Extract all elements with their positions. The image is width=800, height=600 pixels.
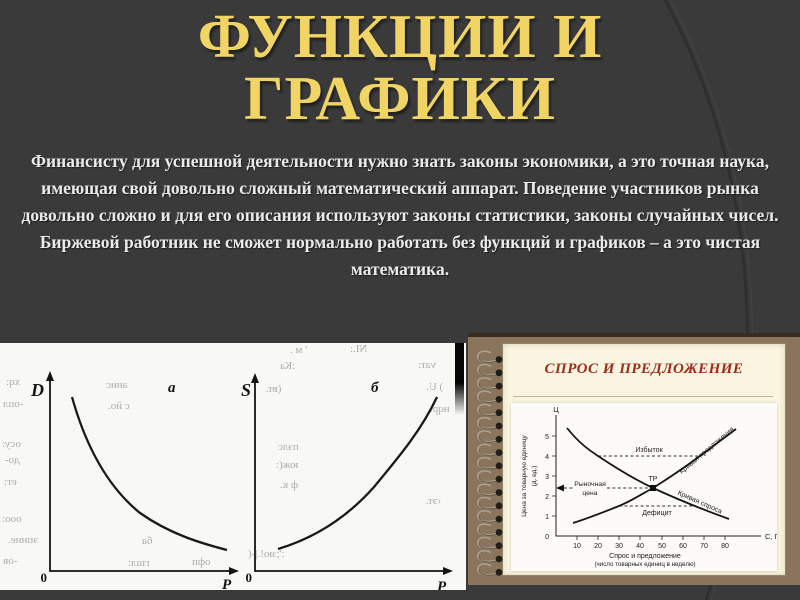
bleedthrough-text: vат: bbox=[418, 359, 436, 371]
bleedthrough-text: анис bbox=[106, 379, 128, 391]
bleedthrough-text: ооо: bbox=[2, 513, 22, 525]
bleedthrough-text: нqр. bbox=[430, 403, 450, 415]
y-tick-label: 0 bbox=[545, 534, 549, 541]
panel-a-label: а bbox=[168, 380, 176, 396]
demand-graph: D а 0 P bbox=[30, 371, 239, 590]
origin-label-a: 0 bbox=[41, 570, 48, 585]
demand-axis-label: D bbox=[30, 380, 44, 400]
y-tick-label: 3 bbox=[545, 474, 549, 481]
bleedthrough-text: ба bbox=[142, 535, 153, 547]
bleedthrough-text: осу: bbox=[2, 438, 21, 450]
bleedthrough-text: ‹эт. bbox=[426, 495, 442, 507]
bleedthrough-text: офп bbox=[192, 556, 211, 568]
supply-curve bbox=[277, 396, 439, 551]
x-tick-label: 40 bbox=[636, 543, 644, 550]
bleedthrough-text: с йо. bbox=[108, 400, 130, 412]
bleedthrough-text: ф к. bbox=[280, 479, 298, 491]
bleedthrough-text: ет: bbox=[4, 476, 17, 488]
bleedthrough-text: ' м . bbox=[290, 344, 308, 356]
up-arrow-icon bbox=[251, 373, 259, 383]
price-axis-label-b: P bbox=[437, 579, 447, 590]
x-tick-marks bbox=[576, 536, 726, 540]
bleedthrough-text: хq: bbox=[6, 376, 21, 388]
bleedthrough-text: юж(: bbox=[276, 459, 299, 471]
y-axis-label: Цена за товарную единицу bbox=[521, 434, 528, 516]
bleedthrough-text: гшл: bbox=[128, 557, 150, 569]
x-tick-label: 10 bbox=[573, 543, 581, 550]
bleedthrough-text: до- bbox=[5, 454, 20, 466]
bleedthrough-text: ) U. bbox=[426, 381, 444, 393]
y-axis-label-units: (д. ед.) bbox=[531, 466, 538, 487]
demand-curve-label: Кривая спроса bbox=[676, 490, 722, 516]
y-axis-symbol: Ц bbox=[553, 405, 559, 414]
y-tick-label: 5 bbox=[545, 434, 549, 441]
scan-graphs: D а 0 P S б 0 P bbox=[30, 371, 453, 590]
origin-label-b: 0 bbox=[246, 570, 253, 585]
right-arrow-icon bbox=[443, 567, 453, 575]
slide-body-paragraph: Финансисту для успешной деятельности нуж… bbox=[21, 151, 779, 279]
x-tick-label: 50 bbox=[658, 543, 666, 550]
bleedthrough-text: :Ка bbox=[280, 360, 296, 372]
slide-title: ФУНКЦИИ И ГРАФИКИ bbox=[197, 3, 603, 133]
x-tick-label: 30 bbox=[615, 543, 623, 550]
surplus-label: Избыток bbox=[635, 446, 663, 454]
right-arrow-icon bbox=[229, 567, 239, 575]
deficit-label: Дефицит bbox=[642, 510, 672, 517]
y-tick-label: 2 bbox=[545, 494, 549, 501]
scan-gutter-shadow bbox=[455, 343, 464, 415]
price-axis-label-a: P bbox=[222, 577, 232, 590]
y-tick-marks bbox=[552, 435, 556, 517]
x-tick-label: 70 bbox=[700, 543, 708, 550]
supply-axis-label: S bbox=[241, 380, 251, 400]
textbook-scan-image: D а 0 P S б 0 P хq: -опл осу: до- ет: оо… bbox=[0, 343, 466, 590]
bleedthrough-text: -ов bbox=[3, 555, 18, 567]
up-arrow-icon bbox=[46, 371, 54, 381]
bleedthrough-text: NI.: bbox=[350, 343, 368, 355]
supply-graph-axes bbox=[254, 381, 446, 572]
panel-b-label: б bbox=[371, 380, 379, 396]
notebook-divider bbox=[513, 396, 773, 397]
supply-demand-plot: Ц С, П 0 1 2 3 4 5 10 20 30 40 50 60 70 … bbox=[521, 405, 780, 568]
supply-curve-label: Кривая предложения bbox=[678, 426, 735, 476]
y-tick-label: 4 bbox=[545, 454, 549, 461]
demand-curve bbox=[70, 396, 228, 552]
market-price-label-line1: Рыночная bbox=[574, 481, 606, 488]
spiral-binding-icon bbox=[476, 350, 504, 577]
chart-axes bbox=[555, 415, 761, 537]
bleedthrough-text: :';зю!.|-( bbox=[248, 548, 285, 560]
left-arrow-icon bbox=[556, 484, 564, 492]
bleedthrough-text: пэлс bbox=[278, 441, 299, 453]
demand-graph-axes bbox=[49, 379, 232, 572]
x-tick-label: 20 bbox=[594, 543, 602, 550]
equilibrium-label: ТР bbox=[649, 476, 658, 483]
x-axis-symbol: С, П bbox=[765, 532, 777, 541]
supply-graph: S б 0 P bbox=[241, 373, 453, 590]
bleedthrough-text: -опл bbox=[3, 398, 24, 410]
x-tick-label: 60 bbox=[679, 543, 687, 550]
notebook-title: СПРОС И ПРЕДЛОЖЕНИЕ bbox=[544, 361, 744, 377]
equilibrium-point-marker bbox=[650, 485, 656, 491]
bleedthrough-text: (вт. bbox=[266, 383, 282, 395]
market-price-label-line2: цена bbox=[582, 490, 597, 497]
demand-curve bbox=[566, 427, 730, 520]
chart-caption-line2: (число товарных единиц в неделю) bbox=[594, 561, 695, 568]
chart-caption-line1: Спрос и предложение bbox=[609, 553, 681, 560]
bleedthrough-text: эпние. bbox=[8, 534, 39, 546]
notebook-image: СПРОС И ПРЕДЛОЖЕНИЕ Ц С, П 0 1 2 3 4 5 1 bbox=[468, 333, 800, 585]
supply-demand-chart: Ц С, П 0 1 2 3 4 5 10 20 30 40 50 60 70 … bbox=[511, 403, 780, 571]
y-tick-label: 1 bbox=[545, 514, 549, 521]
x-tick-label: 80 bbox=[721, 543, 729, 550]
